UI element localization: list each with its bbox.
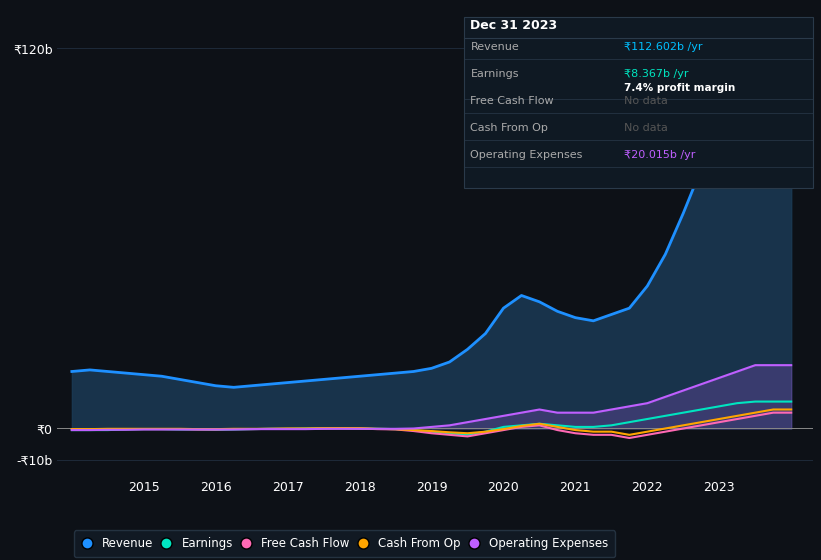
Text: ₹8.367b /yr: ₹8.367b /yr (624, 69, 689, 80)
Text: 7.4% profit margin: 7.4% profit margin (624, 83, 736, 93)
Text: Free Cash Flow: Free Cash Flow (470, 96, 554, 106)
Text: Dec 31 2023: Dec 31 2023 (470, 19, 557, 32)
Text: Revenue: Revenue (470, 43, 519, 53)
Text: Operating Expenses: Operating Expenses (470, 150, 583, 160)
Legend: Revenue, Earnings, Free Cash Flow, Cash From Op, Operating Expenses: Revenue, Earnings, Free Cash Flow, Cash … (74, 530, 615, 557)
Text: Earnings: Earnings (470, 69, 519, 80)
Text: No data: No data (624, 123, 667, 133)
Text: ₹112.602b /yr: ₹112.602b /yr (624, 43, 703, 53)
Text: No data: No data (624, 96, 667, 106)
Text: ₹20.015b /yr: ₹20.015b /yr (624, 150, 695, 160)
Text: Cash From Op: Cash From Op (470, 123, 548, 133)
